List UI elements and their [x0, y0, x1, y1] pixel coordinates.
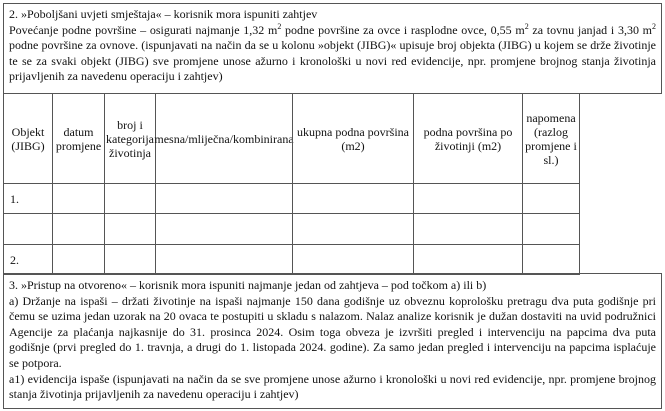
- table-cell: [522, 213, 580, 245]
- table-cell: [522, 183, 580, 214]
- table-cell: [155, 183, 293, 214]
- table-cell: [292, 183, 414, 214]
- section-2-description: Povećanje podne površine – osigurati naj…: [9, 21, 657, 85]
- table-header-cell: datum promjene: [52, 93, 105, 184]
- table-cell: [52, 213, 105, 245]
- section-3-text: 3. »Pristup na otvoreno« – korisnik mora…: [9, 278, 656, 403]
- table-cell: [104, 213, 156, 245]
- section-2-box: 2. »Poboljšani uvjeti smještaja« – koris…: [3, 3, 662, 94]
- superscript: 2: [277, 21, 282, 31]
- table-cell: [522, 244, 580, 275]
- table-cell: [413, 244, 523, 275]
- desc-part: Povećanje podne površine – osigurati naj…: [9, 22, 278, 37]
- table-header-cell: broj i kategorija životinja: [104, 93, 156, 184]
- table-header-cell: napomena (razlog promjene i sl.): [522, 93, 580, 184]
- section-3-box: 3. »Pristup na otvoreno« – korisnik mora…: [3, 273, 662, 409]
- section-3-point-a1: a1) evidencija ispaše (ispunjavati na na…: [9, 371, 656, 402]
- section-2-title: 2. »Poboljšani uvjeti smještaja« – koris…: [9, 7, 318, 21]
- table-cell: [292, 244, 414, 275]
- section-3-point-a: a) Držanje na ispaši – držati životinje …: [9, 293, 656, 370]
- table-cell: [292, 213, 414, 245]
- table-cell: [155, 213, 293, 245]
- table-row-label: 1.: [3, 183, 53, 214]
- section-2-text: 2. »Poboljšani uvjeti smještaja« – koris…: [9, 7, 656, 85]
- desc-part: za tovnu janjad i 3,30 m: [528, 22, 653, 37]
- table-row-label: 2.: [3, 244, 53, 275]
- desc-part: podne površine za ovnove. (ispunjavati n…: [9, 38, 656, 84]
- superscript: 2: [652, 21, 657, 31]
- table-cell: [104, 183, 156, 214]
- table-cell: [155, 244, 293, 275]
- table-header-cell: podna površina po životinji (m2): [413, 93, 523, 184]
- superscript: 2: [524, 21, 529, 31]
- section-3-title: 3. »Pristup na otvoreno« – korisnik mora…: [9, 278, 487, 292]
- table-header-cell: mesna/mliječna/kombinirana: [154, 93, 294, 184]
- table-cell: [52, 183, 105, 214]
- table-header-cell: Objekt (JIBG): [3, 93, 53, 184]
- table-cell: [413, 183, 523, 214]
- table-cell: [413, 213, 523, 245]
- table-cell: [104, 244, 156, 275]
- table-row-label: [3, 213, 53, 245]
- desc-part: podne površine za ovce i rasplodne ovce,…: [281, 22, 525, 37]
- table-cell: [52, 244, 105, 275]
- table-header-cell: ukupna podna površina (m2): [292, 93, 414, 184]
